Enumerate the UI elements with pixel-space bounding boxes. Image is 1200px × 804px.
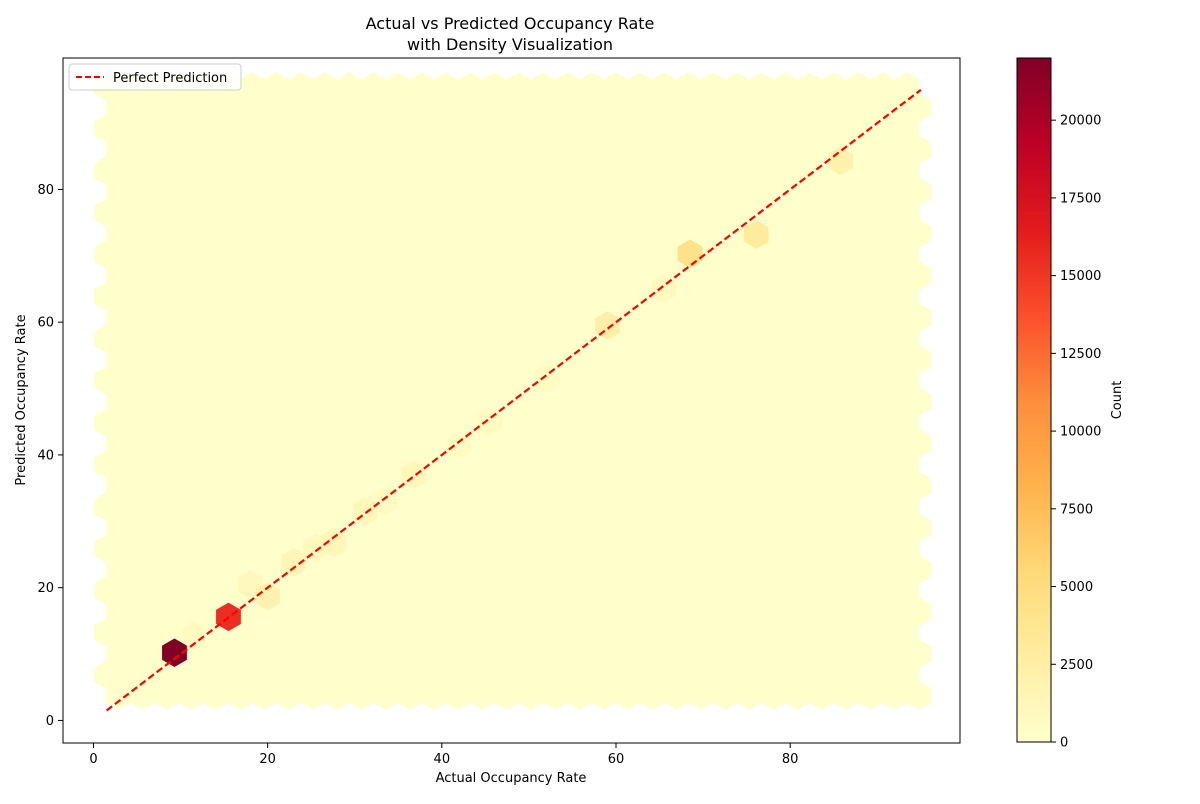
y-tick-label: 20 [37,581,54,596]
hexbin-cell [828,146,854,176]
colorbar-tick-label: 7500 [1060,502,1093,517]
x-axis-ticks: 0 20 40 60 80 [89,743,798,767]
chart-title-line-2: with Density Visualization [407,35,613,54]
x-tick-label: 80 [782,752,799,767]
colorbar-tick-label: 0 [1060,736,1068,751]
colorbar-tick-label: 5000 [1060,580,1093,595]
hexbin-cell [181,621,207,650]
hexbin-cell-background [906,681,932,710]
x-axis-label: Actual Occupancy Rate [436,771,587,786]
plot-frame [62,57,961,744]
legend-box [68,63,242,91]
y-axis-label: Predicted Occupancy Rate [14,314,29,485]
hexbin-layer [94,72,932,710]
legend-label-perfect-prediction: Perfect Prediction [113,71,227,86]
colorbar-label: Count [1110,381,1125,420]
colorbar-tick-label: 12500 [1060,347,1101,362]
colorbar-ticks: 0 2500 5000 7500 10000 12500 15000 17500 20000 [1051,114,1101,751]
hexbin-cell [162,638,187,668]
chart-title-line-1: Actual vs Predicted Occupancy Rate [366,14,655,33]
colorbar-gradient [1016,57,1052,743]
y-axis-ticks: 0 20 40 60 80 [37,183,63,729]
x-tick-label: 20 [259,752,276,767]
hexbin-cell [321,528,347,557]
reference-line-layer [105,88,922,712]
y-tick-label: 40 [37,448,54,463]
y-tick-label: 0 [46,714,54,729]
colorbar-tick-label: 15000 [1060,269,1101,284]
x-tick-label: 60 [608,752,625,767]
hexbin-cell [743,220,769,249]
colorbar: 0 2500 5000 7500 10000 12500 15000 17500 20000 C… [1016,57,1125,751]
y-tick-label: 60 [37,316,54,331]
colorbar-tick-label: 2500 [1060,658,1093,673]
colorbar-tick-label: 10000 [1060,425,1101,440]
colorbar-tick-label: 17500 [1060,191,1101,206]
legend: Perfect Prediction [68,63,242,91]
hexbin-cell [255,582,281,611]
y-tick-label: 80 [37,183,54,198]
hexbin-cell [446,430,472,460]
colorbar-tick-label: 20000 [1060,114,1101,129]
x-tick-label: 0 [89,752,97,767]
x-tick-label: 40 [434,752,451,767]
perfect-prediction-line [105,88,922,712]
hexbin-cell [281,548,307,577]
